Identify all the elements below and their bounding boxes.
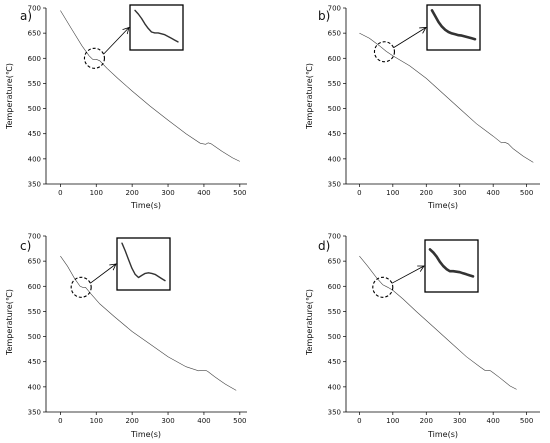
panel-label: b) — [318, 9, 330, 23]
y-tick-label: 700 — [28, 5, 41, 13]
y-tick-label: 550 — [28, 80, 41, 88]
x-tick-label: 0 — [357, 417, 361, 425]
zoom-arrow — [103, 27, 130, 55]
y-tick-label: 450 — [28, 130, 41, 138]
y-tick-label: 400 — [28, 383, 41, 391]
inset-curve — [430, 9, 477, 41]
y-tick-label: 600 — [28, 283, 41, 291]
y-axis-title: Temperature(℃) — [305, 289, 314, 356]
y-tick-label: 400 — [328, 383, 341, 391]
y-tick-label: 400 — [28, 155, 41, 163]
x-tick-label: 500 — [520, 189, 533, 197]
inset-curve — [428, 248, 475, 278]
x-tick-label: 100 — [386, 189, 399, 197]
series-line — [60, 10, 240, 162]
y-tick-label: 350 — [328, 181, 341, 189]
zoom-arrow — [393, 27, 427, 49]
x-tick-label: 200 — [420, 189, 433, 197]
zoom-arrow-head — [417, 265, 425, 272]
zoom-arrow — [89, 263, 117, 284]
x-tick-label: 0 — [58, 417, 62, 425]
y-tick-label: 650 — [28, 258, 41, 266]
zoom-circle — [373, 41, 396, 63]
series-line — [359, 255, 517, 390]
zoom-arrow-head — [122, 26, 130, 35]
chart-panel-4: 350 400 450 500 550 600 650 700 0 100 200 300 400 500… — [305, 233, 540, 439]
chart-panel-1: 350 400 450 500 550 600 650 700 0 100 200 300 400 500… — [5, 4, 247, 210]
x-tick-label: 100 — [90, 417, 103, 425]
inset-curve — [121, 242, 166, 282]
x-tick-label: 500 — [233, 417, 246, 425]
zoom-circle — [372, 276, 394, 298]
x-tick-label: 100 — [386, 417, 399, 425]
x-tick-label: 300 — [161, 189, 174, 197]
inset-curve — [134, 9, 179, 43]
y-tick-label: 600 — [328, 283, 341, 291]
panel-label: d) — [318, 239, 330, 253]
x-tick-label: 200 — [420, 417, 433, 425]
y-tick-label: 450 — [328, 130, 341, 138]
y-tick-label: 550 — [28, 308, 41, 316]
x-tick-label: 400 — [486, 189, 499, 197]
y-tick-label: 700 — [28, 233, 41, 241]
y-tick-label: 550 — [328, 308, 341, 316]
y-tick-label: 650 — [328, 258, 341, 266]
y-tick-label: 500 — [28, 333, 41, 341]
y-tick-label: 500 — [328, 105, 341, 113]
x-axis-title: Time(s) — [427, 201, 458, 210]
zoom-inset — [116, 237, 171, 291]
x-tick-label: 400 — [486, 417, 499, 425]
x-tick-label: 200 — [125, 189, 138, 197]
series-line — [359, 32, 534, 163]
zoom-inset — [424, 239, 479, 293]
series-line — [60, 255, 237, 391]
y-tick-label: 700 — [328, 5, 341, 13]
zoom-arrow — [391, 265, 425, 284]
zoom-circle — [83, 47, 106, 69]
y-axis-title: Temperature(℃) — [305, 63, 314, 130]
y-tick-label: 650 — [28, 30, 41, 38]
y-tick-label: 350 — [28, 181, 41, 189]
panel-label: c) — [20, 239, 31, 253]
zoom-inset — [426, 4, 481, 51]
chart-panel-3: 350 400 450 500 550 600 650 700 0 100 200 300 400 500… — [5, 233, 247, 439]
zoom-arrow-head — [419, 27, 427, 34]
y-axis-title: Temperature(℃) — [5, 289, 14, 356]
x-tick-label: 400 — [197, 189, 210, 197]
x-axis-title: Time(s) — [130, 201, 161, 210]
x-tick-label: 200 — [125, 417, 138, 425]
y-tick-label: 550 — [328, 80, 341, 88]
y-tick-label: 350 — [328, 409, 341, 417]
x-tick-label: 100 — [90, 189, 103, 197]
x-tick-label: 300 — [161, 417, 174, 425]
x-tick-label: 0 — [357, 189, 361, 197]
y-tick-label: 650 — [328, 30, 341, 38]
y-tick-label: 350 — [28, 409, 41, 417]
panel-label: a) — [20, 9, 32, 23]
x-axis-title: Time(s) — [130, 430, 161, 439]
zoom-arrow-head — [109, 263, 117, 271]
x-tick-label: 300 — [453, 417, 466, 425]
y-tick-label: 600 — [328, 55, 341, 63]
x-tick-label: 500 — [520, 417, 533, 425]
x-axis-title: Time(s) — [427, 430, 458, 439]
y-tick-label: 450 — [28, 358, 41, 366]
x-tick-label: 500 — [233, 189, 246, 197]
y-tick-label: 500 — [28, 105, 41, 113]
y-tick-label: 700 — [328, 233, 341, 241]
y-tick-label: 400 — [328, 155, 341, 163]
y-tick-label: 500 — [328, 333, 341, 341]
x-tick-label: 300 — [453, 189, 466, 197]
x-tick-label: 0 — [58, 189, 62, 197]
y-axis-title: Temperature(℃) — [5, 63, 14, 130]
y-tick-label: 600 — [28, 55, 41, 63]
chart-panel-2: 350 400 450 500 550 600 650 700 0 100 200 300 400 500… — [305, 4, 540, 210]
zoom-inset — [129, 4, 184, 51]
x-tick-label: 400 — [197, 417, 210, 425]
y-tick-label: 450 — [328, 358, 341, 366]
zoom-circle — [70, 276, 92, 298]
